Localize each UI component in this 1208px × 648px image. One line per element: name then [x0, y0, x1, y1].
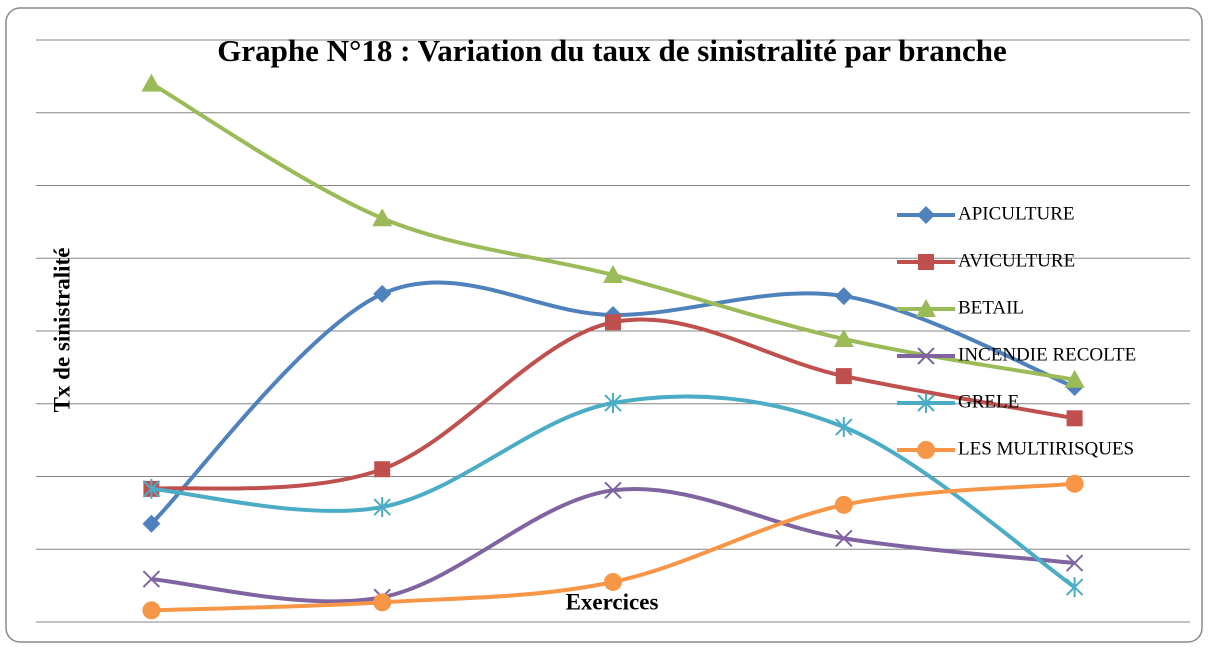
marker [141, 73, 162, 92]
marker [1065, 554, 1084, 572]
marker [917, 206, 935, 224]
marker [918, 254, 934, 270]
y-axis-label: Tx de sinistralité [49, 248, 74, 413]
marker [603, 264, 623, 283]
marker [835, 368, 852, 385]
x-axis-label: Exercices [566, 589, 659, 614]
marker [1066, 410, 1083, 427]
marker [372, 208, 393, 227]
legend-label: GRELE [958, 391, 1019, 412]
legend-label: BETAIL [958, 297, 1024, 318]
marker [604, 481, 622, 500]
series-line [149, 280, 1076, 526]
marker [1065, 474, 1084, 493]
marker [1065, 577, 1084, 598]
marker [373, 284, 392, 303]
marker [374, 461, 391, 478]
chart-title: Graphe N°18 : Variation du taux de sinis… [217, 33, 1006, 68]
legend-label: AVICULTURE [958, 250, 1075, 271]
legend-label: INCENDIE RECOLTE [958, 344, 1136, 365]
marker [1064, 369, 1085, 388]
marker [834, 287, 853, 306]
marker [835, 529, 853, 548]
marker [373, 593, 392, 612]
marker [142, 570, 161, 588]
marker [142, 478, 161, 499]
marker [917, 441, 935, 459]
marker [604, 572, 622, 591]
legend-label: LES MULTIRISQUES [958, 438, 1134, 459]
marker [373, 497, 391, 518]
marker [916, 299, 936, 317]
marker [604, 393, 622, 414]
marker [917, 347, 935, 365]
marker [835, 417, 853, 438]
marker [605, 314, 621, 331]
legend-label: APICULTURE [958, 203, 1074, 224]
marker [917, 393, 935, 413]
marker [833, 329, 854, 348]
marker [834, 495, 853, 514]
marker [142, 514, 161, 533]
marker [142, 601, 161, 620]
